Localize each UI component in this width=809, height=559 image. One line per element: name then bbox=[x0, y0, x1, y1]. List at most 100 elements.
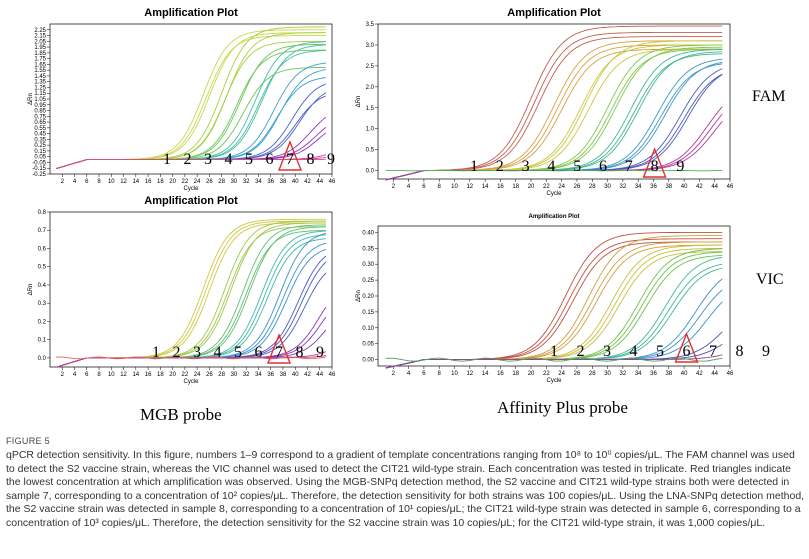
curve-sample-4 bbox=[55, 234, 326, 368]
x-tick-label: 14 bbox=[482, 184, 489, 190]
x-tick-label: 14 bbox=[482, 371, 489, 377]
x-tick-label: 36 bbox=[267, 179, 274, 185]
x-tick-label: 32 bbox=[620, 371, 627, 377]
sample-number: 9 bbox=[762, 343, 770, 360]
y-axis-label: ΔRn bbox=[28, 284, 34, 296]
x-tick-label: 6 bbox=[422, 371, 426, 377]
plot-frame bbox=[49, 211, 333, 368]
y-axis-label: ΔRn bbox=[356, 290, 362, 302]
x-axis-label: Cycle bbox=[183, 379, 199, 385]
sample-number: 9 bbox=[676, 158, 684, 175]
fam-channel-label: FAM bbox=[752, 88, 786, 105]
x-tick-label: 4 bbox=[73, 179, 77, 185]
chart-title: Amplification Plot bbox=[144, 195, 238, 207]
x-tick-label: 22 bbox=[543, 371, 550, 377]
x-tick-label: 46 bbox=[329, 372, 336, 378]
x-tick-label: 12 bbox=[466, 184, 473, 190]
sample-number: 7 bbox=[286, 151, 294, 168]
y-tick-label: 2.15 bbox=[34, 34, 46, 40]
y-tick-label: 1.95 bbox=[34, 45, 46, 51]
x-tick-label: 22 bbox=[543, 184, 550, 190]
x-tick-label: 6 bbox=[85, 372, 89, 378]
x-tick-label: 8 bbox=[438, 184, 442, 190]
x-tick-label: 14 bbox=[132, 372, 139, 378]
plot-frame bbox=[377, 23, 731, 180]
x-tick-label: 26 bbox=[206, 179, 213, 185]
x-tick-label: 8 bbox=[97, 372, 101, 378]
chart-title: Amplification Plot bbox=[529, 214, 580, 220]
x-tick-label: 4 bbox=[73, 372, 77, 378]
chart-mgb-fam-svg: Amplification Plot -0.25-0.15-0.050.050.1… bbox=[28, 7, 336, 192]
sample-number: 4 bbox=[547, 158, 555, 175]
x-tick-label: 30 bbox=[231, 372, 238, 378]
mgb-probe-label: MGB probe bbox=[140, 405, 222, 424]
curve-sample-9 bbox=[55, 158, 326, 170]
chart-affinity-vic: Amplification Plot 0.00 0.05 0.10 0.15 0.20 0.… bbox=[356, 212, 770, 387]
x-tick-label: 32 bbox=[243, 372, 250, 378]
y-tick-label: 1.55 bbox=[34, 68, 46, 74]
x-tick-label: 6 bbox=[85, 179, 89, 185]
sample-number: 8 bbox=[651, 158, 659, 175]
x-tick-label: 32 bbox=[620, 184, 627, 190]
y-tick-label: 0.3 bbox=[38, 301, 47, 307]
x-tick-label: 18 bbox=[512, 371, 519, 377]
chart-mgb-vic-svg: Amplification Plot 0.0 0.1 0.2 0.3 0.4 0.5 0.6 0… bbox=[28, 195, 336, 385]
x-tick-label: 20 bbox=[528, 184, 535, 190]
x-tick-label: 30 bbox=[604, 371, 611, 377]
y-tick-label: 0.45 bbox=[34, 132, 46, 138]
lowest-detection-triangle bbox=[642, 147, 667, 178]
curve-sample-4 bbox=[55, 41, 326, 170]
curve-sample-3 bbox=[55, 226, 326, 368]
y-tick-label: 0.10 bbox=[362, 326, 374, 332]
x-tick-label: 28 bbox=[218, 179, 225, 185]
x-tick-label: 42 bbox=[696, 184, 703, 190]
y-tick-label: 0.95 bbox=[34, 103, 46, 109]
x-tick-label: 32 bbox=[243, 179, 250, 185]
sample-number: 3 bbox=[204, 151, 212, 168]
x-tick-label: 26 bbox=[574, 371, 581, 377]
curve-sample-2 bbox=[55, 26, 326, 170]
curve-sample-1 bbox=[55, 29, 326, 170]
y-tick-label: 1.15 bbox=[34, 91, 46, 97]
sample-number: 1 bbox=[550, 343, 558, 360]
x-tick-label: 36 bbox=[650, 371, 657, 377]
y-tick-label: 0.85 bbox=[34, 109, 46, 115]
x-tick-label: 44 bbox=[711, 184, 718, 190]
x-tick-label: 24 bbox=[558, 371, 565, 377]
x-tick-label: 38 bbox=[280, 372, 287, 378]
sample-number: 1 bbox=[152, 344, 160, 361]
curve-sample-7 bbox=[55, 316, 327, 368]
y-tick-label: 0.20 bbox=[362, 294, 374, 300]
x-tick-label: 46 bbox=[329, 179, 336, 185]
sample-number: 5 bbox=[573, 158, 581, 175]
sample-number: 2 bbox=[577, 343, 585, 360]
sample-number: 7 bbox=[709, 343, 717, 360]
curve-sample-1 bbox=[55, 220, 326, 368]
sample-number: 2 bbox=[173, 344, 181, 361]
sample-number: 5 bbox=[234, 344, 242, 361]
sample-number: 6 bbox=[266, 151, 274, 168]
x-tick-label: 44 bbox=[316, 372, 323, 378]
figure-label: FIGURE 5 bbox=[6, 436, 50, 446]
y-tick-label: 0.25 bbox=[34, 143, 46, 149]
x-tick-label: 38 bbox=[665, 184, 672, 190]
y-tick-label: 0.0 bbox=[366, 169, 375, 175]
sample-number: 2 bbox=[496, 158, 504, 175]
y-tick-label: 0.55 bbox=[34, 126, 46, 132]
x-tick-label: 2 bbox=[392, 371, 396, 377]
y-tick-label: 0.25 bbox=[362, 278, 374, 284]
y-tick-label: 0.5 bbox=[366, 148, 375, 154]
sample-number: 3 bbox=[603, 343, 611, 360]
curve-sample-2 bbox=[55, 220, 326, 368]
x-tick-label: 18 bbox=[157, 179, 164, 185]
y-tick-label: 2.0 bbox=[366, 85, 375, 91]
y-tick-label: 0.0 bbox=[38, 356, 47, 362]
chart-title: Amplification Plot bbox=[507, 7, 601, 19]
x-tick-label: 28 bbox=[218, 372, 225, 378]
y-tick-label: 1.25 bbox=[34, 85, 46, 91]
x-tick-label: 2 bbox=[61, 372, 65, 378]
x-tick-label: 30 bbox=[604, 184, 611, 190]
sample-number: 3 bbox=[193, 344, 201, 361]
y-tick-label: 0.40 bbox=[362, 230, 374, 236]
x-axis-label: Cycle bbox=[546, 378, 562, 384]
